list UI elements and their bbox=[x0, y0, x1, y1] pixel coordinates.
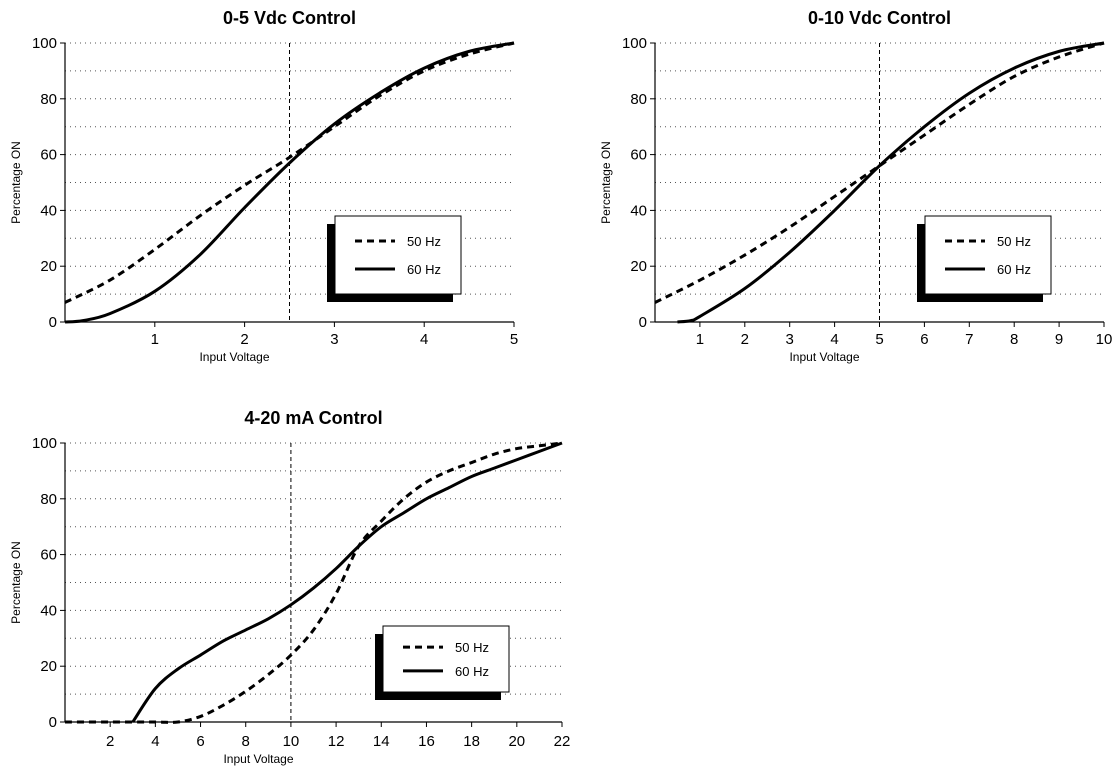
series-line-60hz bbox=[677, 41, 1105, 324]
series-line-60hz bbox=[131, 441, 563, 723]
legend-box bbox=[924, 215, 1052, 295]
y-tick-label: 100 bbox=[32, 35, 57, 52]
x-tick-label: 16 bbox=[418, 733, 435, 750]
legend-label: 60 Hz bbox=[455, 664, 489, 679]
chart-0-5-vdc: 0-5 Vdc Control 0 20 40 60 80 100 1 2 3 4 5 Input Vo… bbox=[9, 8, 518, 364]
x-tick-label: 10 bbox=[283, 733, 300, 750]
y-tick-label: 0 bbox=[639, 314, 647, 331]
legend: 50 Hz 60 Hz bbox=[917, 215, 1052, 302]
x-tick-label: 5 bbox=[510, 331, 518, 348]
x-tick-label: 6 bbox=[920, 331, 928, 348]
y-tick-label: 80 bbox=[40, 91, 57, 108]
y-tick-label: 40 bbox=[40, 202, 57, 219]
y-tick-label: 20 bbox=[40, 258, 57, 275]
x-tick-label: 14 bbox=[373, 733, 390, 750]
chart-title: 4-20 mA Control bbox=[244, 408, 382, 428]
y-tick-label: 100 bbox=[32, 435, 57, 452]
x-tick-label: 20 bbox=[508, 733, 525, 750]
x-tick-label: 8 bbox=[1010, 331, 1018, 348]
x-tick-label: 7 bbox=[965, 331, 973, 348]
y-tick-label: 40 bbox=[40, 602, 57, 619]
series-line-50hz bbox=[654, 41, 1105, 304]
x-tick-label: 2 bbox=[741, 331, 749, 348]
series-line-60hz bbox=[64, 41, 515, 324]
chart-title: 0-5 Vdc Control bbox=[223, 8, 356, 28]
x-tick-label: 8 bbox=[242, 733, 250, 750]
y-axis-label: Percentage ON bbox=[9, 141, 23, 224]
x-tick-label: 4 bbox=[151, 733, 159, 750]
x-tick-label: 4 bbox=[420, 331, 428, 348]
y-tick-label: 60 bbox=[40, 147, 57, 164]
legend-label: 60 Hz bbox=[407, 262, 441, 277]
y-tick-label: 0 bbox=[49, 714, 57, 731]
x-tick-label: 2 bbox=[106, 733, 114, 750]
y-tick-label: 80 bbox=[40, 491, 57, 508]
x-axis-label: Input Voltage bbox=[223, 752, 293, 766]
legend-label: 50 Hz bbox=[997, 234, 1031, 249]
y-tick-label: 40 bbox=[630, 202, 647, 219]
x-tick-label: 4 bbox=[830, 331, 838, 348]
legend-box bbox=[334, 215, 462, 295]
x-tick-label: 3 bbox=[786, 331, 794, 348]
x-tick-label: 6 bbox=[196, 733, 204, 750]
y-tick-label: 60 bbox=[630, 147, 647, 164]
legend: 50 Hz 60 Hz bbox=[327, 215, 462, 302]
x-tick-label: 10 bbox=[1096, 331, 1113, 348]
legend-label: 50 Hz bbox=[407, 234, 441, 249]
y-axis-label: Percentage ON bbox=[9, 541, 23, 624]
y-tick-label: 60 bbox=[40, 547, 57, 564]
x-axis-label: Input Voltage bbox=[789, 350, 859, 364]
x-axis-label: Input Voltage bbox=[199, 350, 269, 364]
x-tick-label: 9 bbox=[1055, 331, 1063, 348]
x-tick-label: 22 bbox=[554, 733, 571, 750]
x-tick-label: 2 bbox=[240, 331, 248, 348]
chart-0-10-vdc: 0-10 Vdc Control 0 20 40 60 80 100 1 2 3 4 5 6 7 8 9 10 I… bbox=[599, 8, 1112, 364]
x-tick-label: 12 bbox=[328, 733, 345, 750]
legend-label: 50 Hz bbox=[455, 640, 489, 655]
chart-4-20-ma: 4-20 mA Control 0 20 40 60 80 100 2 4 6 8 10 12 14 16 1… bbox=[9, 408, 570, 766]
y-tick-label: 80 bbox=[630, 91, 647, 108]
y-tick-label: 20 bbox=[40, 658, 57, 675]
legend: 50 Hz 60 Hz bbox=[375, 625, 510, 700]
x-tick-label: 1 bbox=[151, 331, 159, 348]
legend-box bbox=[382, 625, 510, 693]
y-tick-label: 0 bbox=[49, 314, 57, 331]
chart-title: 0-10 Vdc Control bbox=[808, 8, 951, 28]
x-tick-label: 3 bbox=[330, 331, 338, 348]
y-axis-label: Percentage ON bbox=[599, 141, 613, 224]
y-tick-label: 20 bbox=[630, 258, 647, 275]
x-tick-label: 18 bbox=[463, 733, 480, 750]
x-tick-label: 1 bbox=[696, 331, 704, 348]
legend-label: 60 Hz bbox=[997, 262, 1031, 277]
x-tick-label: 5 bbox=[875, 331, 883, 348]
y-tick-label: 100 bbox=[622, 35, 647, 52]
series-line-50hz bbox=[64, 41, 515, 304]
